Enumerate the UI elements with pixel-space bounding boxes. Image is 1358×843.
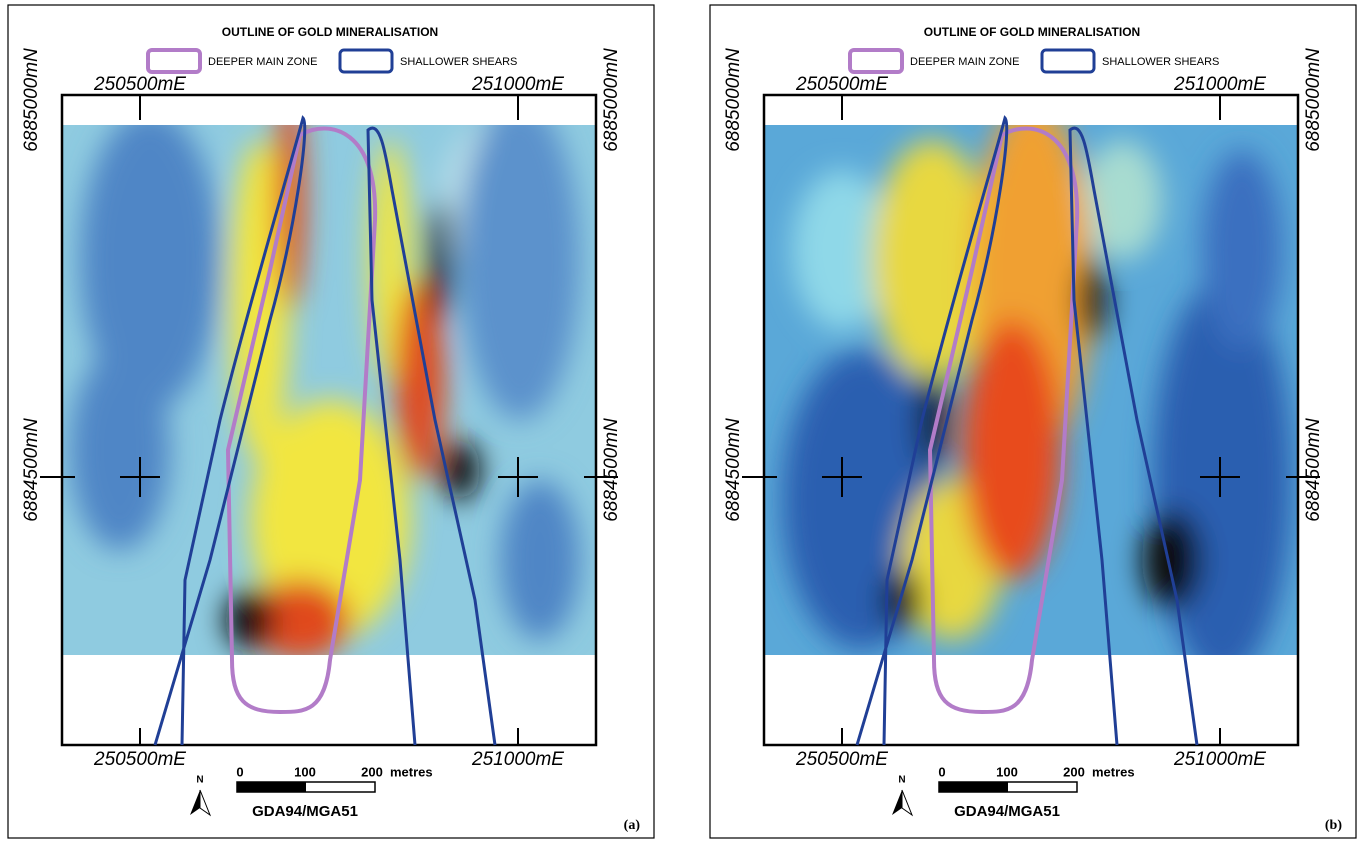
anomaly <box>460 100 580 420</box>
panel: OUTLINE OF GOLD MINERALISATION DEEPER MAI… <box>8 5 654 838</box>
northing-label: 6885000mN <box>1303 48 1324 152</box>
north-label: N <box>898 775 905 786</box>
easting-label: 250500mE <box>93 749 186 770</box>
easting-label: 251000mE <box>1173 74 1266 95</box>
scale-label: 200 <box>361 764 383 779</box>
scale-bar-fill <box>939 782 1008 792</box>
scale-label: 200 <box>1063 764 1085 779</box>
legend-label: DEEPER MAIN ZONE <box>208 56 317 68</box>
anomaly <box>1142 510 1202 610</box>
title: OUTLINE OF GOLD MINERALISATION <box>924 25 1140 39</box>
anomaly <box>500 480 580 640</box>
anomaly <box>1152 280 1292 680</box>
anomaly <box>962 320 1062 580</box>
legend-label: SHALLOWER SHEARS <box>400 56 517 68</box>
legend-swatch <box>340 50 392 72</box>
map-image <box>764 100 1298 680</box>
scale-label: 100 <box>996 764 1018 779</box>
panel-label: (a) <box>624 818 641 833</box>
northing-label: 6884500mN <box>1303 418 1324 522</box>
scale-label: 100 <box>294 764 316 779</box>
legend-swatch <box>1042 50 1094 72</box>
northing-label: 6885000mN <box>21 48 42 152</box>
title: OUTLINE OF GOLD MINERALISATION <box>222 25 438 39</box>
easting-label: 250500mE <box>795 74 888 95</box>
anomaly <box>1077 260 1107 340</box>
easting-label: 250500mE <box>795 749 888 770</box>
easting-label: 251000mE <box>471 74 564 95</box>
anomaly <box>1202 150 1282 350</box>
northing-label: 6885000mN <box>723 48 744 152</box>
legend-label: SHALLOWER SHEARS <box>1102 56 1219 68</box>
anomaly <box>428 200 452 320</box>
north-label: N <box>196 775 203 786</box>
northing-label: 6885000mN <box>601 48 622 152</box>
northing-label: 6884500mN <box>601 418 622 522</box>
legend-swatch <box>850 50 902 72</box>
easting-label: 251000mE <box>471 749 564 770</box>
easting-label: 250500mE <box>93 74 186 95</box>
easting-label: 251000mE <box>1173 749 1266 770</box>
map-image <box>62 90 596 660</box>
projection: GDA94/MGA51 <box>954 803 1060 820</box>
panel-label: (b) <box>1325 818 1342 833</box>
scale-unit: metres <box>1092 764 1135 779</box>
scale-label: 0 <box>236 764 243 779</box>
north-arrow <box>892 790 902 815</box>
anomaly <box>70 350 170 550</box>
north-arrow <box>200 790 210 815</box>
northing-label: 6884500mN <box>21 418 42 522</box>
legend-swatch <box>148 50 200 72</box>
northing-label: 6884500mN <box>723 418 744 522</box>
scale-unit: metres <box>390 764 433 779</box>
projection: GDA94/MGA51 <box>252 803 358 820</box>
north-arrow <box>190 790 200 815</box>
figure: OUTLINE OF GOLD MINERALISATION DEEPER MAI… <box>0 0 1358 843</box>
panel: OUTLINE OF GOLD MINERALISATION DEEPER MAI… <box>710 5 1356 838</box>
anomaly <box>1082 140 1162 260</box>
scale-bar-fill <box>237 782 306 792</box>
scale-label: 0 <box>938 764 945 779</box>
legend-label: DEEPER MAIN ZONE <box>910 56 1019 68</box>
north-arrow <box>902 790 912 815</box>
